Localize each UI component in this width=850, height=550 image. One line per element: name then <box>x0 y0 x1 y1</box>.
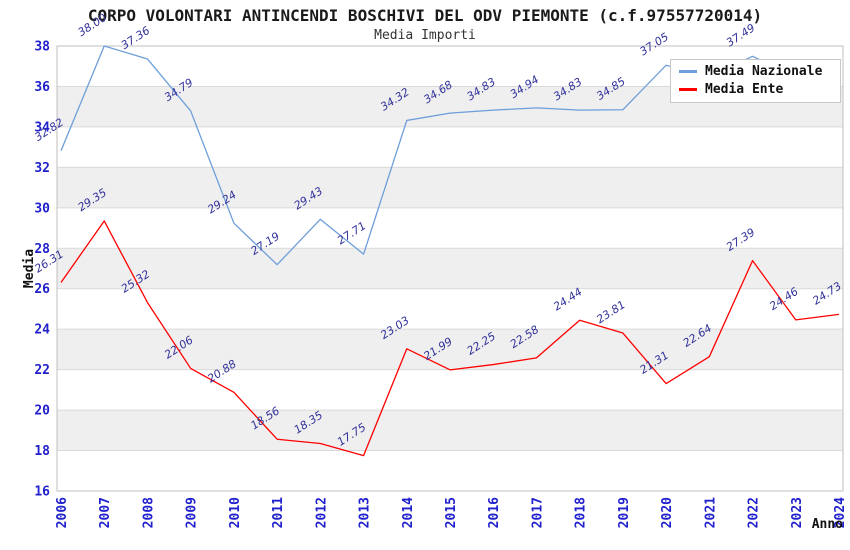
x-tick-label: 2016 <box>487 497 502 528</box>
plot-band <box>57 248 843 289</box>
x-tick-label: 2024 <box>833 497 848 528</box>
plot-frame <box>56 45 844 492</box>
x-axis-title: Anno <box>812 517 843 532</box>
legend-label-media-ente: Media Ente <box>705 82 784 97</box>
plot-band <box>57 450 843 491</box>
y-tick-label: 36 <box>34 80 50 95</box>
y-tick-label: 34 <box>34 120 50 135</box>
y-tick-label: 20 <box>34 404 50 419</box>
plot-band <box>57 167 843 208</box>
x-tick-label: 2020 <box>660 497 675 528</box>
y-tick-label: 22 <box>34 363 50 378</box>
plot-band <box>57 410 843 451</box>
x-tick-label: 2010 <box>228 497 243 528</box>
chart-title: CORPO VOLONTARI ANTINCENDI BOSCHIVI DEL … <box>87 6 763 25</box>
x-tick-label: 2014 <box>401 497 416 528</box>
y-tick-label: 28 <box>34 242 50 257</box>
plot-band <box>57 369 843 411</box>
x-tick-label: 2009 <box>185 497 200 528</box>
series-line-media-ente <box>60 220 840 457</box>
x-tick-label: 2008 <box>141 497 156 528</box>
y-tick-label: 32 <box>34 161 50 176</box>
y-tick-label: 24 <box>34 323 50 338</box>
x-tick-label: 2006 <box>55 497 70 528</box>
chart-subtitle: Media Importi <box>374 28 476 43</box>
y-axis-title: Media <box>22 249 37 288</box>
y-tick-label: 16 <box>34 485 50 500</box>
x-tick-label: 2023 <box>790 497 805 528</box>
x-tick-label: 2011 <box>271 497 286 528</box>
x-tick-label: 2018 <box>574 497 589 528</box>
x-tick-label: 2019 <box>617 497 632 528</box>
x-tick-label: 2007 <box>98 497 113 528</box>
legend-item-media-nazionale: Media Nazionale <box>679 64 832 79</box>
y-tick-label: 26 <box>34 282 50 297</box>
y-tick-label: 18 <box>34 444 50 459</box>
media-ente-line-swatch <box>679 88 697 91</box>
legend: Media Nazionale Media Ente <box>670 59 841 103</box>
legend-label-media-nazionale: Media Nazionale <box>705 64 823 79</box>
x-tick-label: 2012 <box>314 497 329 528</box>
plot-band <box>57 288 843 330</box>
y-tick-label: 30 <box>34 201 50 216</box>
x-tick-label: 2013 <box>358 497 373 528</box>
x-tick-label: 2022 <box>747 497 762 528</box>
data-point-label: 38.00 <box>76 11 109 39</box>
media-nazionale-line-swatch <box>679 70 697 73</box>
plot-band <box>57 126 843 168</box>
legend-item-media-ente: Media Ente <box>679 82 832 97</box>
y-tick-label: 38 <box>34 40 50 55</box>
data-point-label: 37.49 <box>724 21 757 49</box>
x-tick-label: 2021 <box>703 497 718 528</box>
plot-band <box>57 207 843 249</box>
x-tick-label: 2015 <box>444 497 459 528</box>
x-tick-label: 2017 <box>530 497 545 528</box>
